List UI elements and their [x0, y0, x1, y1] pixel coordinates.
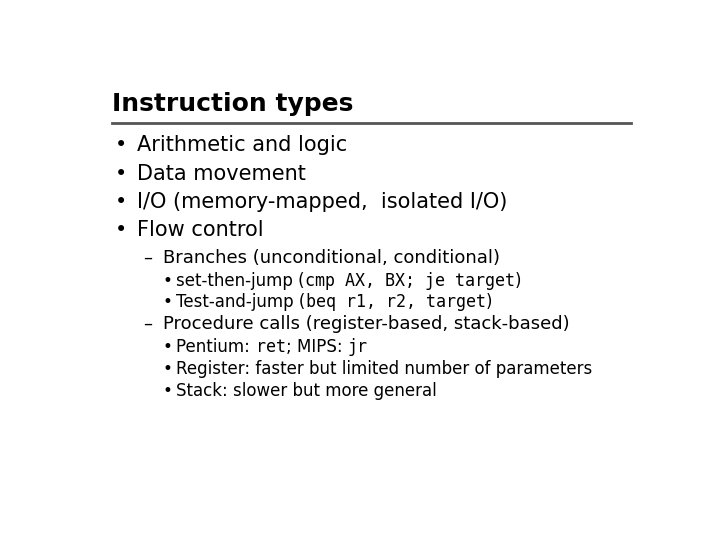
- Text: Register: faster but limited number of parameters: Register: faster but limited number of p…: [176, 360, 593, 378]
- Text: •: •: [163, 294, 172, 312]
- Text: Flow control: Flow control: [138, 220, 264, 240]
- Text: ): ): [486, 294, 492, 312]
- Text: •: •: [163, 272, 172, 290]
- Text: •: •: [115, 164, 127, 184]
- Text: jr: jr: [348, 339, 367, 356]
- Text: •: •: [163, 382, 172, 400]
- Text: Test-and-jump (: Test-and-jump (: [176, 294, 306, 312]
- Text: Arithmetic and logic: Arithmetic and logic: [138, 136, 348, 156]
- Text: Data movement: Data movement: [138, 164, 306, 184]
- Text: beq r1, r2, target: beq r1, r2, target: [306, 294, 486, 312]
- Text: Pentium:: Pentium:: [176, 339, 256, 356]
- Text: Instruction types: Instruction types: [112, 92, 354, 116]
- Text: •: •: [115, 192, 127, 212]
- Text: Procedure calls (register-based, stack-based): Procedure calls (register-based, stack-b…: [163, 315, 570, 333]
- Text: I/O (memory-mapped,  isolated I/O): I/O (memory-mapped, isolated I/O): [138, 192, 508, 212]
- Text: –: –: [143, 315, 152, 333]
- Text: ): ): [515, 272, 521, 290]
- Text: •: •: [115, 220, 127, 240]
- Text: Stack: slower but more general: Stack: slower but more general: [176, 382, 437, 400]
- Text: ; MIPS:: ; MIPS:: [286, 339, 348, 356]
- Text: set-then-jump (: set-then-jump (: [176, 272, 305, 290]
- Text: •: •: [163, 339, 172, 356]
- Text: –: –: [143, 248, 152, 267]
- Text: •: •: [115, 136, 127, 156]
- Text: cmp AX, BX; je target: cmp AX, BX; je target: [305, 272, 515, 290]
- Text: Branches (unconditional, conditional): Branches (unconditional, conditional): [163, 248, 500, 267]
- Text: •: •: [163, 360, 172, 378]
- Text: ret: ret: [256, 339, 286, 356]
